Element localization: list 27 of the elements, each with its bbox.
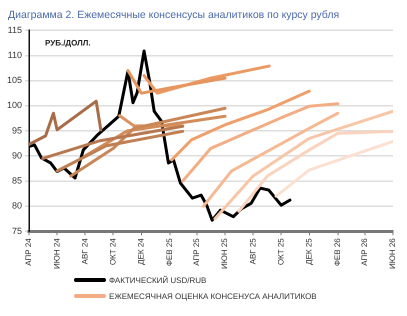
x-tick-label: АПР 25 (192, 238, 202, 266)
y-tick-label: 80 (12, 200, 22, 211)
x-tick-label: ИЮН 25 (220, 238, 230, 270)
x-tick-label: АПР 24 (24, 238, 34, 266)
y-tick-label: 75 (12, 226, 22, 236)
y-tick-label: 115 (8, 24, 22, 35)
y-tick-label: 95 (12, 125, 22, 136)
x-tick-label: ФЕВ 25 (165, 238, 174, 266)
x-tick-label: ИЮН 26 (388, 238, 398, 270)
y-axis-title: РУБ./ДОЛЛ. (45, 38, 91, 48)
x-tick-label: ОКТ 24 (108, 238, 118, 266)
legend-label: ЕЖЕМЕСЯЧНАЯ ОЦЕНКА КОНСЕНУСА АНАЛИТИКОВ (109, 292, 317, 300)
chart-title: Диаграмма 2. Ежемесячные консенсусы аналитиков по курсу рубля (8, 9, 340, 21)
x-tick-label: ДЕК 25 (304, 238, 314, 265)
x-tick-label: АВГ 24 (80, 238, 90, 264)
x-tick-label: ИЮН 24 (52, 238, 62, 270)
legend-label: ФАКТИЧЕСКИЙ USD/RUB (109, 276, 206, 284)
x-tick-label: ФЕВ 26 (332, 238, 342, 266)
y-tick-label: 110 (8, 50, 22, 60)
y-tick-label: 90 (12, 150, 22, 160)
y-tick-label: 100 (6, 100, 22, 110)
y-tick-label: 85 (12, 176, 22, 186)
y-tick-label: 105 (6, 75, 22, 86)
x-tick-label: АВГ 25 (248, 238, 258, 264)
x-tick-label: ДЕК 24 (136, 238, 146, 265)
x-tick-label: ОКТ 25 (276, 238, 286, 266)
x-tick-label: АПР 26 (360, 238, 370, 266)
